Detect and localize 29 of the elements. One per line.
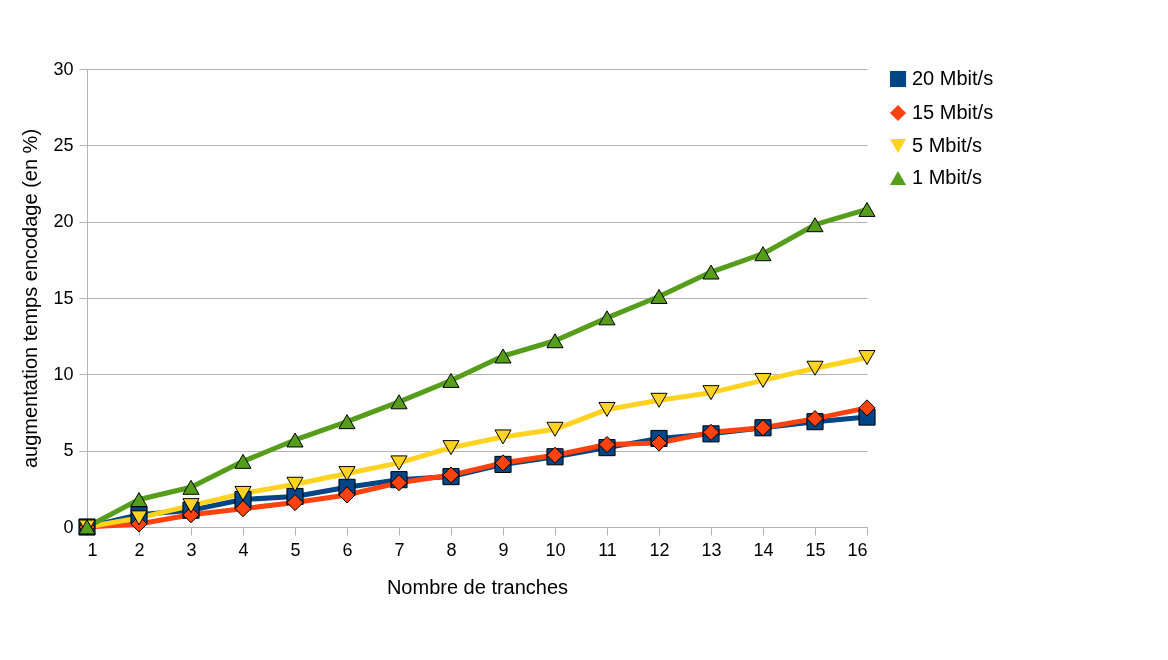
- x-tick-label: 9: [498, 539, 509, 560]
- y-tick-label: 0: [63, 516, 74, 537]
- x-tick-label: 12: [649, 539, 670, 560]
- x-tick-label: 16: [847, 539, 868, 560]
- legend-label: 1 Mbit/s: [912, 166, 983, 188]
- y-axis-title: augmentation temps encodage (en %): [19, 128, 42, 469]
- x-tick-label: 15: [805, 539, 826, 560]
- y-tick-label: 20: [53, 211, 74, 232]
- x-tick-label: 11: [598, 539, 617, 560]
- legend-label: 20 Mbit/s: [912, 67, 994, 89]
- x-tick-label: 4: [238, 539, 249, 560]
- x-tick-label: 5: [290, 539, 301, 560]
- x-tick-label: 3: [186, 539, 197, 560]
- x-axis-title: Nombre de tranches: [386, 575, 569, 598]
- x-tick-label: 13: [701, 539, 722, 560]
- x-tick-label: 7: [394, 539, 405, 560]
- y-tick-label: 10: [53, 363, 74, 384]
- y-tick-label: 5: [63, 440, 74, 461]
- x-tick-label: 6: [342, 539, 353, 560]
- x-tick-label: 1: [87, 539, 98, 560]
- y-tick-label: 15: [53, 287, 74, 308]
- x-tick-label: 14: [753, 539, 774, 560]
- legend-label: 15 Mbit/s: [912, 101, 994, 123]
- y-tick-label: 30: [53, 58, 74, 79]
- x-tick-label: 10: [545, 539, 566, 560]
- y-tick-label: 25: [53, 134, 74, 155]
- legend-label: 5 Mbit/s: [912, 134, 983, 156]
- x-tick-label: 2: [134, 539, 145, 560]
- x-tick-label: 8: [446, 539, 457, 560]
